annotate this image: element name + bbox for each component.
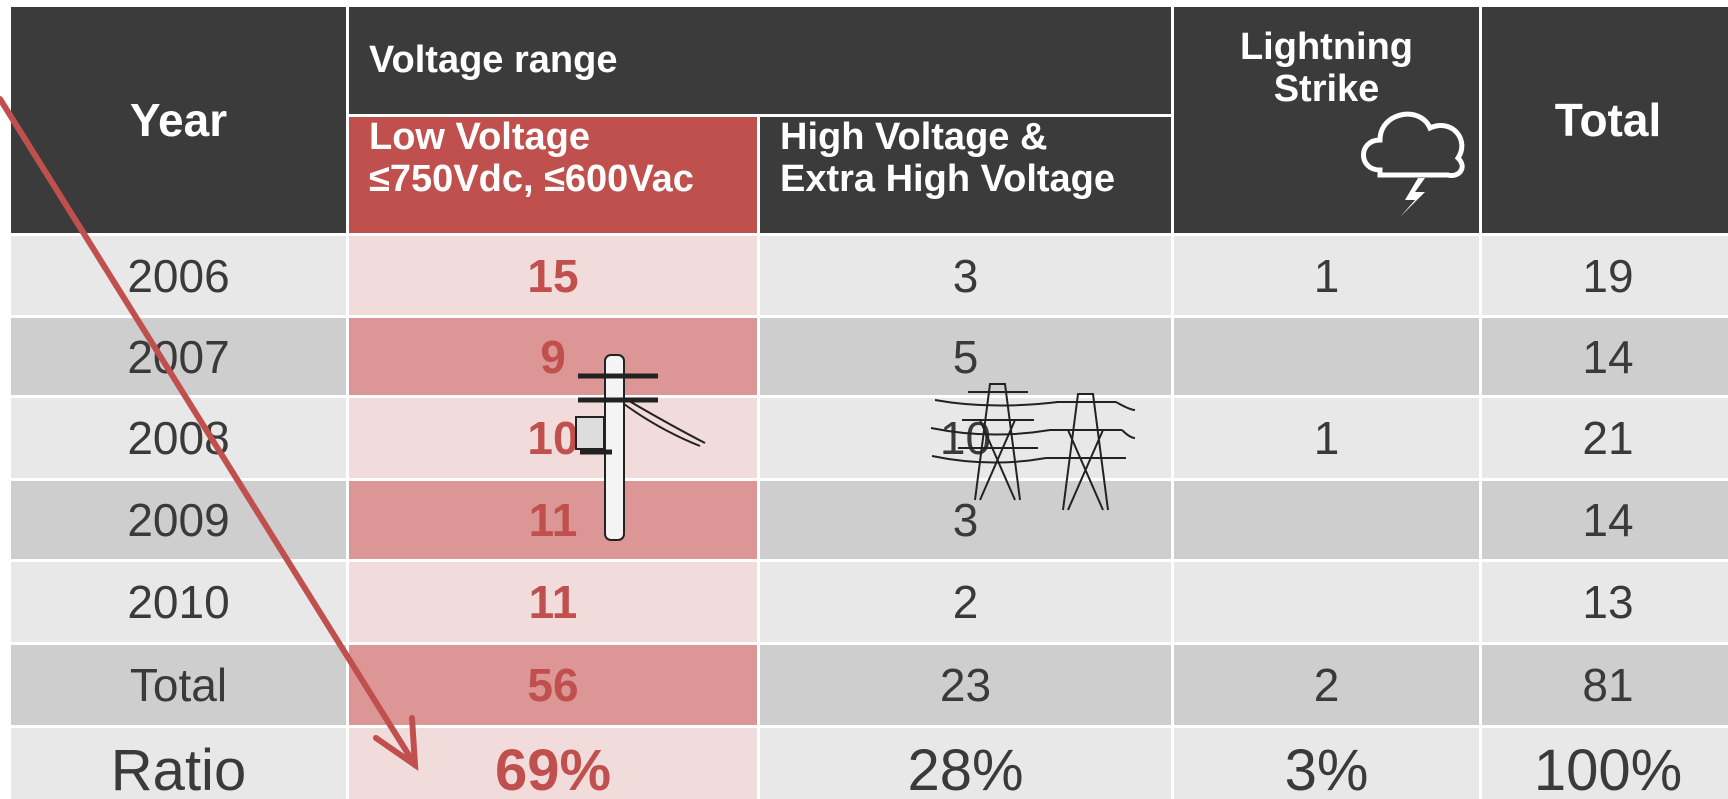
high-voltage-cell: 10 xyxy=(760,398,1171,478)
year-cell: 2007 xyxy=(11,318,346,395)
text-line: High Voltage & xyxy=(780,117,1047,159)
text-line: ≤750Vdc, ≤600Vac xyxy=(369,159,694,201)
high-voltage-cell: 23 xyxy=(760,645,1171,725)
low-voltage-header: Low Voltage≤750Vdc, ≤600Vac xyxy=(349,117,757,233)
low-voltage-cell: 11 xyxy=(349,562,757,642)
lightning-cell: 1 xyxy=(1174,398,1479,478)
high-voltage-cell: 2 xyxy=(760,562,1171,642)
lightning-cell xyxy=(1174,481,1479,559)
high-voltage-cell: 5 xyxy=(760,318,1171,395)
lightning-cell xyxy=(1174,318,1479,395)
text-line: Low Voltage xyxy=(369,117,590,159)
text-line: Lightning xyxy=(1240,27,1413,69)
text-line: Extra High Voltage xyxy=(780,159,1115,201)
page: YearVoltage rangeLow Voltage≤750Vdc, ≤60… xyxy=(0,0,1728,799)
total-cell: 14 xyxy=(1482,318,1728,395)
low-voltage-cell: 69% xyxy=(349,728,757,799)
voltage-range-header: Voltage range xyxy=(349,7,1171,114)
total-cell: 81 xyxy=(1482,645,1728,725)
high-voltage-header: High Voltage &Extra High Voltage xyxy=(760,117,1171,233)
lightning-cell: 3% xyxy=(1174,728,1479,799)
low-voltage-cell: 9 xyxy=(349,318,757,395)
low-voltage-cell: 10 xyxy=(349,398,757,478)
year-cell: 2006 xyxy=(11,236,346,315)
low-voltage-cell: 11 xyxy=(349,481,757,559)
lightning-cell: 1 xyxy=(1174,236,1479,315)
lightning-cell xyxy=(1174,562,1479,642)
total-cell: 100% xyxy=(1482,728,1728,799)
year-cell: 2008 xyxy=(11,398,346,478)
year-cell: 2009 xyxy=(11,481,346,559)
year-cell: 2010 xyxy=(11,562,346,642)
year-cell: Total xyxy=(11,645,346,725)
high-voltage-cell: 3 xyxy=(760,236,1171,315)
total-cell: 14 xyxy=(1482,481,1728,559)
total-cell: 19 xyxy=(1482,236,1728,315)
text-line: Strike xyxy=(1274,69,1380,111)
low-voltage-cell: 56 xyxy=(349,645,757,725)
high-voltage-cell: 3 xyxy=(760,481,1171,559)
total-header: Total xyxy=(1482,7,1728,233)
total-cell: 21 xyxy=(1482,398,1728,478)
high-voltage-cell: 28% xyxy=(760,728,1171,799)
low-voltage-cell: 15 xyxy=(349,236,757,315)
total-cell: 13 xyxy=(1482,562,1728,642)
year-cell: Ratio xyxy=(11,728,346,799)
year-header: Year xyxy=(11,7,346,233)
lightning-cell: 2 xyxy=(1174,645,1479,725)
